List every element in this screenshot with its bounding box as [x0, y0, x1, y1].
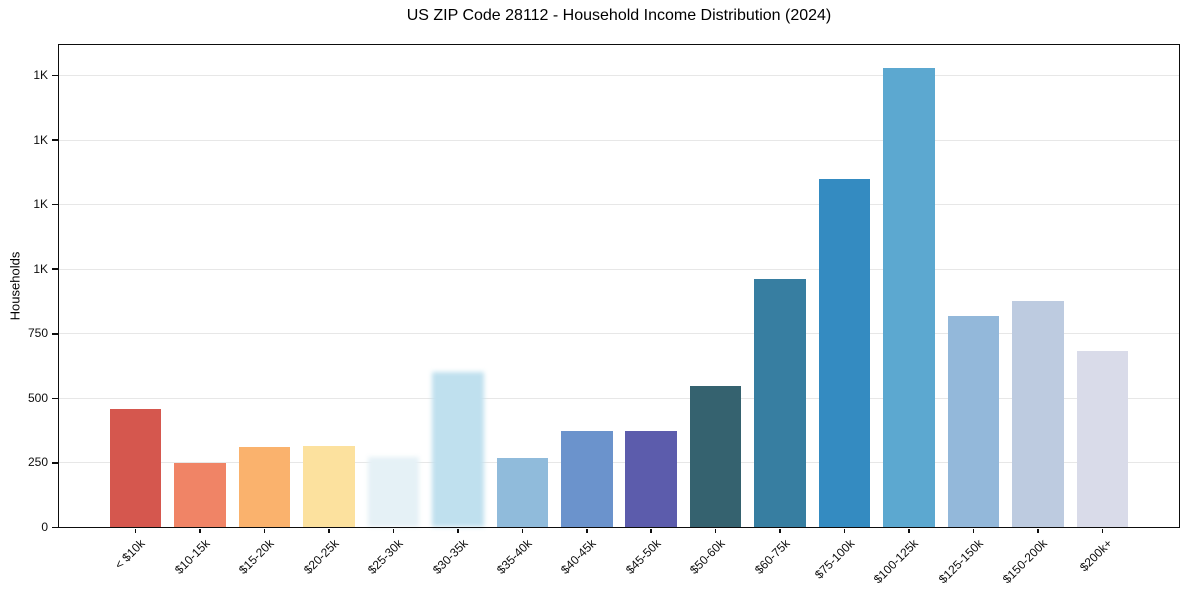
y-tick-label: 500 — [27, 390, 48, 405]
x-tick-mark — [1101, 528, 1104, 533]
x-tick-label: $10-15k — [171, 535, 213, 577]
x-tick-label: $45-50k — [622, 535, 664, 577]
bar-200k+ — [1076, 350, 1129, 528]
bar-60-75k — [754, 279, 806, 528]
x-tick-mark — [908, 528, 910, 533]
x-tick-mark — [392, 528, 395, 533]
x-tick-label: $60-75k — [751, 535, 793, 577]
y-tick-mark — [51, 462, 58, 464]
x-tick-label: $200k+ — [1076, 535, 1115, 574]
y-tick-mark — [51, 333, 58, 335]
y-tick-mark — [51, 268, 58, 270]
x-tick-mark — [779, 528, 781, 533]
y-tick-label: 1K — [33, 67, 48, 82]
gridline-1500 — [59, 139, 1179, 141]
x-tick-mark — [972, 528, 975, 533]
y-tick-label: 1K — [33, 132, 48, 147]
gridline-1250 — [59, 204, 1179, 206]
x-tick-label: $15-20k — [236, 535, 277, 577]
y-tick-mark — [51, 397, 58, 400]
bar-40-45k — [561, 430, 613, 528]
gridline-250 — [59, 462, 1179, 464]
x-tick-label: $50-60k — [687, 535, 728, 577]
y-tick-label: 750 — [27, 326, 48, 341]
bar-10-15k — [174, 462, 226, 528]
bar-100-125k — [883, 67, 935, 528]
x-tick-label: $25-30k — [365, 535, 406, 577]
bar-25-30k — [367, 456, 420, 528]
bar-50-60k — [689, 385, 742, 528]
y-tick-mark — [51, 74, 58, 77]
gridline-1000 — [59, 268, 1179, 270]
x-tick-mark — [134, 528, 137, 533]
x-tick-mark — [521, 528, 524, 533]
gridline-1750 — [59, 74, 1179, 76]
x-tick-label: $150-200k — [1000, 535, 1051, 586]
y-tick-label: 250 — [27, 455, 48, 470]
bar-45-50k — [625, 430, 677, 528]
bar-150-200k — [1012, 300, 1064, 528]
x-tick-mark — [328, 528, 330, 533]
x-tick-label: $100-125k — [871, 535, 922, 586]
y-tick-label: 0 — [41, 520, 48, 534]
x-tick-label: $75-100k — [811, 535, 857, 582]
x-tick-label: $35-40k — [493, 535, 535, 577]
bar-20-25k — [303, 445, 355, 528]
x-tick-label: $40-45k — [558, 535, 599, 577]
x-tick-label: < $10k — [112, 535, 148, 572]
x-tick-label: $20-25k — [300, 535, 342, 577]
chart-title: US ZIP Code 28112 - Household Income Dis… — [406, 7, 832, 24]
y-tick-mark — [51, 139, 58, 141]
x-tick-label: $30-35k — [429, 535, 471, 577]
y-tick-label: 1K — [33, 261, 48, 276]
bar-15-20k — [238, 447, 291, 528]
x-tick-mark — [263, 528, 266, 533]
x-tick-label: $125-150k — [935, 535, 986, 586]
bar-125-150k — [947, 315, 1000, 528]
y-tick-label: 1K — [33, 197, 48, 212]
x-tick-mark — [199, 528, 201, 533]
x-tick-mark — [650, 528, 652, 533]
bar-10k — [109, 408, 162, 528]
x-tick-mark — [586, 528, 588, 533]
y-tick-mark — [51, 526, 58, 529]
bar-35-40k — [496, 457, 549, 528]
x-tick-mark — [1037, 528, 1039, 533]
bar-75-100k — [818, 178, 871, 528]
y-tick-mark — [51, 203, 58, 206]
x-tick-mark — [457, 528, 459, 533]
gridline-750 — [59, 333, 1179, 335]
bar-30-35k — [432, 371, 484, 528]
x-tick-mark — [843, 528, 846, 533]
gridline-500 — [59, 397, 1179, 399]
x-tick-mark — [714, 528, 717, 533]
